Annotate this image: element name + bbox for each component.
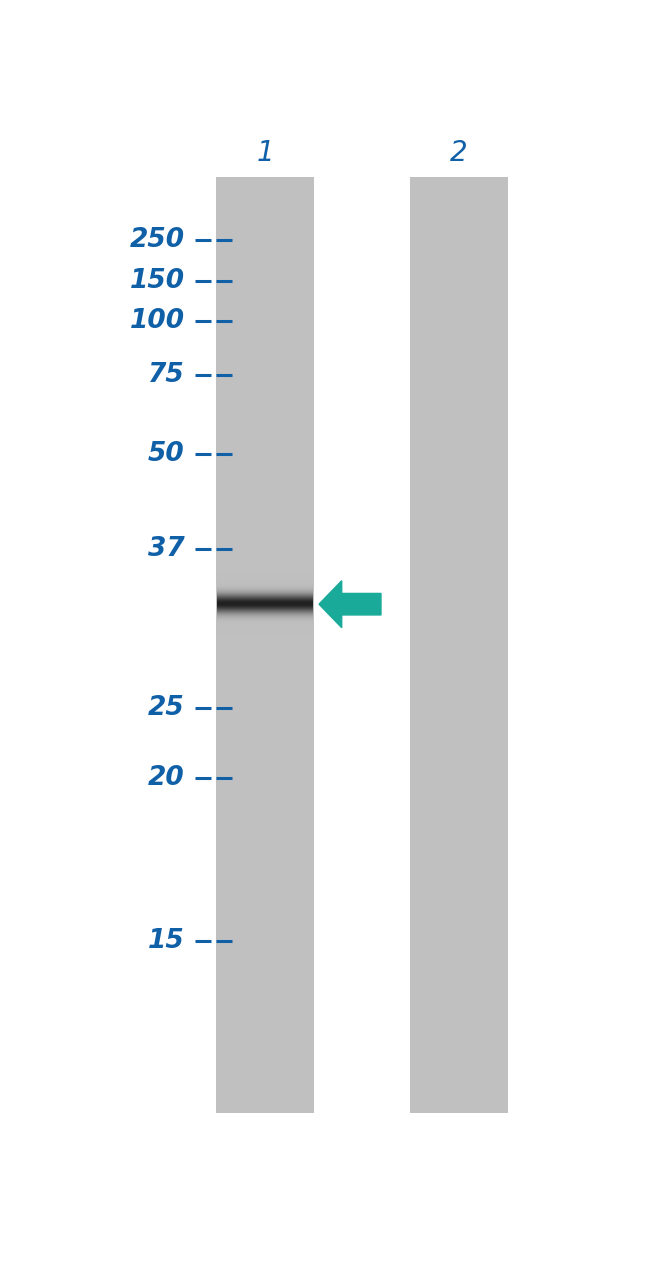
Text: 100: 100 <box>129 307 185 334</box>
Text: 37: 37 <box>148 536 185 563</box>
Text: 25: 25 <box>148 695 185 721</box>
Bar <box>216 177 314 1113</box>
Text: 2: 2 <box>450 140 468 168</box>
Text: 150: 150 <box>129 268 185 295</box>
Text: 250: 250 <box>129 227 185 254</box>
Text: 50: 50 <box>148 441 185 466</box>
Text: 20: 20 <box>148 766 185 791</box>
Text: 1: 1 <box>256 140 274 168</box>
Text: 75: 75 <box>148 362 185 389</box>
Text: 15: 15 <box>148 927 185 954</box>
Bar <box>410 177 508 1113</box>
FancyArrow shape <box>319 580 381 627</box>
